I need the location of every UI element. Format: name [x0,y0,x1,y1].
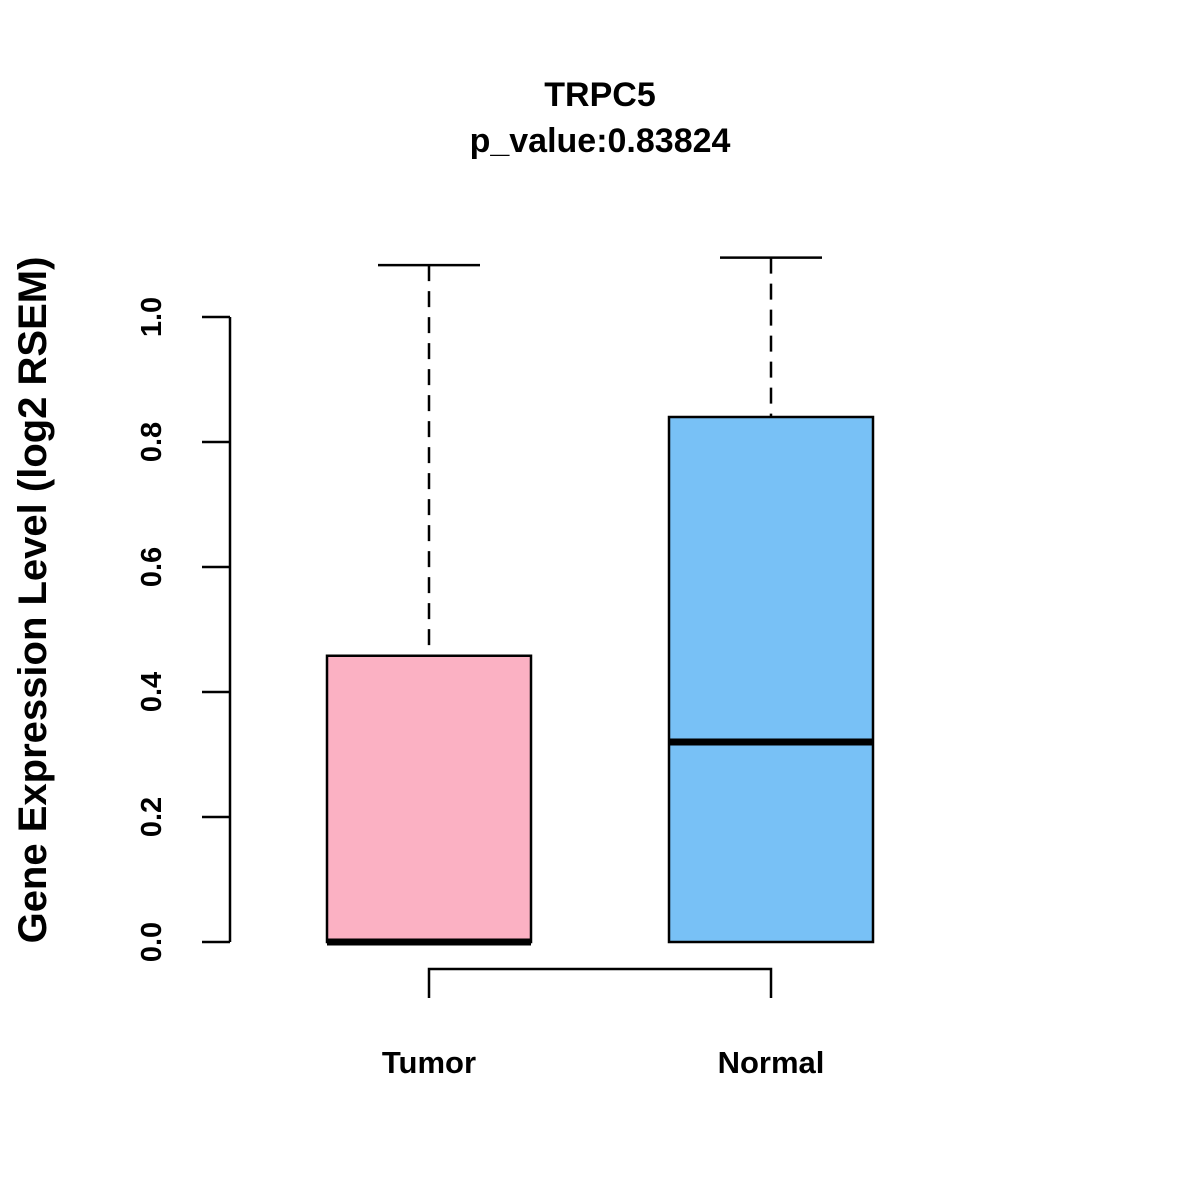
y-tick-label: 0.8 [136,422,168,462]
box-tumor [325,263,533,946]
x-label-tumor: Tumor [382,1045,476,1080]
chart-title: TRPC5 [544,76,655,114]
y-axis: 0.0 0.2 0.4 0.6 0.8 1.0 [136,297,232,962]
chart-subtitle: p_value:0.83824 [470,122,731,160]
y-tick-label: 0.2 [136,797,168,837]
x-axis-labels: Tumor Normal [382,1045,824,1080]
comparison-bracket [427,967,773,998]
box-body [325,654,533,944]
y-tick-label: 1.0 [136,297,168,337]
boxes [325,256,875,946]
y-tick-label: 0.4 [136,672,168,712]
box-body [667,415,875,944]
box-normal [667,256,875,944]
bracket-line [427,967,773,998]
y-tick-label: 0.6 [136,547,168,587]
y-tick-label: 0.0 [136,922,168,962]
x-label-normal: Normal [718,1045,825,1080]
y-axis-label: Gene Expression Level (log2 RSEM) [11,257,55,944]
